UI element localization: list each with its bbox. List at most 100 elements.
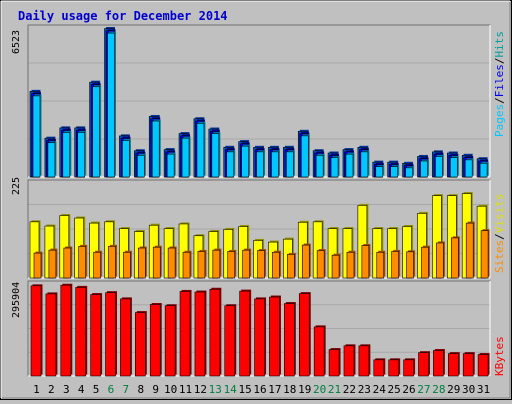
bar-kbytes: [179, 291, 191, 377]
bar-kbytes: [209, 288, 221, 377]
bar-kbytes: [358, 345, 370, 377]
bot-legend: KBytes: [493, 336, 506, 376]
legend-files: Files: [493, 64, 506, 97]
bar-pages: [47, 142, 56, 178]
bar-pages: [137, 154, 145, 178]
bar-pages: [122, 140, 130, 178]
bar-kbytes: [254, 298, 265, 377]
bar-sites: [346, 251, 355, 279]
day-label: 10: [164, 383, 177, 396]
bar-sites: [227, 251, 236, 279]
legend-hits: Hits: [493, 31, 506, 58]
bar-kbytes: [224, 305, 236, 377]
bar-kbytes: [313, 326, 325, 377]
bar-sites: [421, 246, 429, 279]
bar-sites: [406, 251, 414, 279]
bar-kbytes: [149, 304, 161, 377]
top-ymax-label: 6523: [11, 30, 22, 54]
day-label: 16: [253, 383, 266, 396]
bar-sites: [465, 222, 474, 279]
bar-sites: [48, 249, 57, 279]
day-label: 28: [432, 383, 445, 396]
day-label: 20: [313, 383, 326, 396]
day-label: 30: [462, 383, 475, 396]
bar-kbytes: [477, 354, 489, 377]
day-label: 1: [33, 383, 40, 396]
bar-kbytes: [388, 359, 399, 377]
day-label: 5: [93, 383, 100, 396]
bar-kbytes: [328, 349, 340, 377]
bar-sites: [242, 249, 250, 279]
hits-files-pages-panel: [27, 24, 491, 178]
bar-sites: [212, 249, 221, 279]
bar-sites: [391, 251, 399, 279]
bar-kbytes: [403, 359, 414, 377]
bar-pages: [241, 145, 249, 178]
bar-sites: [167, 247, 176, 279]
day-label: 18: [283, 383, 296, 396]
bar-kbytes: [60, 284, 72, 377]
bar-kbytes: [284, 303, 295, 377]
bar-pages: [449, 157, 458, 178]
bar-kbytes: [30, 285, 42, 377]
bar-pages: [464, 159, 473, 178]
day-label: 13: [209, 383, 222, 396]
bar-pages: [256, 151, 264, 178]
bar-pages: [196, 123, 205, 178]
legend-visits: Visits: [493, 194, 506, 234]
bar-sites: [197, 251, 206, 279]
legend-sep2: /: [493, 58, 506, 65]
bar-sites: [361, 245, 370, 279]
bar-sites: [450, 237, 459, 279]
bar-sites: [480, 230, 489, 279]
bar-pages: [271, 151, 279, 178]
bar-pages: [107, 32, 115, 178]
day-label: 23: [358, 383, 371, 396]
day-label: 4: [78, 383, 85, 396]
bar-pages: [151, 120, 160, 178]
bar-pages: [420, 160, 428, 178]
bar-sites: [33, 252, 42, 279]
legend-sep1: /: [493, 97, 506, 104]
day-label: 31: [477, 383, 490, 396]
bar-sites: [108, 246, 116, 279]
mid-ymax-label: 225: [11, 177, 22, 195]
bar-pages: [62, 132, 71, 178]
bar-sites: [287, 254, 295, 279]
visits-sites-panel: [27, 179, 491, 279]
bar-sites: [436, 242, 444, 279]
bar-pages: [390, 166, 398, 178]
bar-pages: [226, 151, 235, 178]
bar-pages: [92, 86, 100, 178]
bar-sites: [152, 246, 161, 279]
day-label: 8: [137, 383, 144, 396]
kbytes-panel: [27, 280, 491, 377]
bar-kbytes: [298, 293, 310, 377]
day-label: 21: [328, 383, 341, 396]
bar-kbytes: [418, 352, 429, 377]
bar-sites: [93, 251, 101, 279]
day-label: 29: [447, 383, 460, 396]
bar-pages: [77, 132, 86, 178]
bar-sites: [376, 251, 385, 279]
chart-title: Daily usage for December 2014: [18, 9, 228, 23]
day-label: 22: [343, 383, 356, 396]
bar-kbytes: [447, 353, 459, 377]
bar-sites: [138, 247, 146, 279]
bar-kbytes: [343, 345, 355, 377]
day-label: 24: [373, 383, 387, 396]
day-label: 7: [123, 383, 130, 396]
bar-sites: [301, 244, 310, 279]
bar-pages: [166, 153, 175, 178]
bar-pages: [375, 166, 384, 178]
bar-pages: [300, 135, 309, 178]
bar-kbytes: [462, 353, 474, 377]
bar-kbytes: [239, 290, 250, 377]
bar-sites: [78, 246, 87, 279]
day-label: 27: [417, 383, 430, 396]
bar-sites: [182, 251, 191, 279]
bar-sites: [123, 251, 131, 279]
day-label: 9: [152, 383, 159, 396]
